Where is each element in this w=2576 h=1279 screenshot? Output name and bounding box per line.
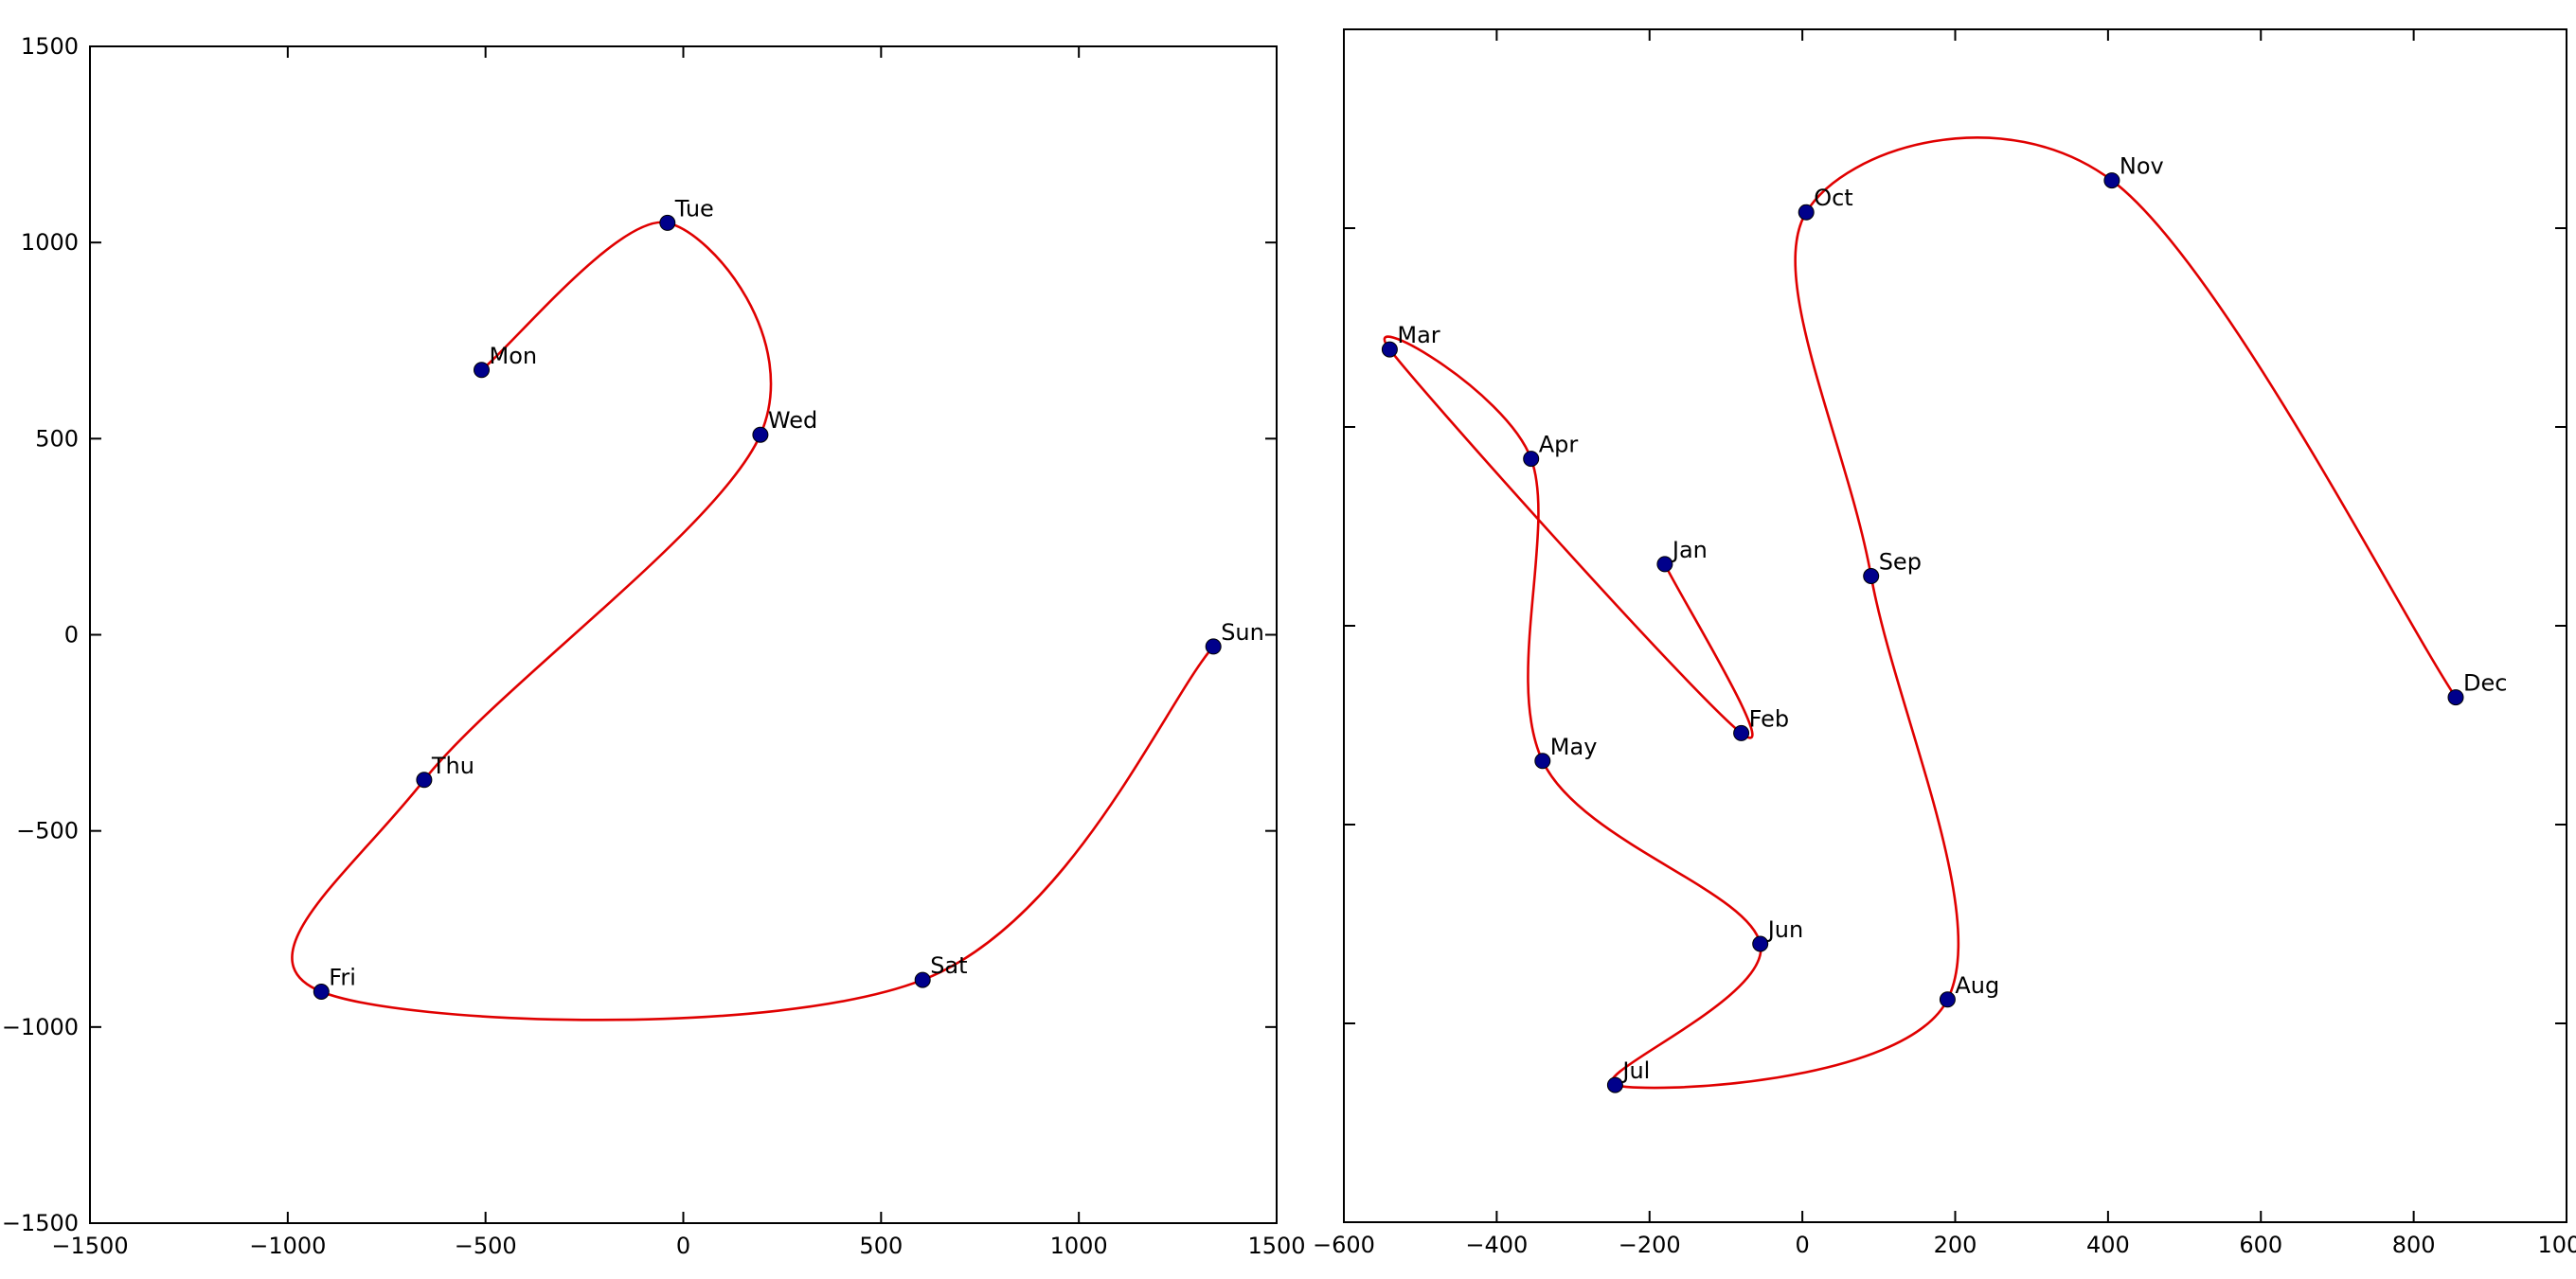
point-label: Fri [329, 965, 356, 991]
point-label: Dec [2463, 670, 2507, 697]
y-tick-label: 1000 [21, 229, 79, 256]
point-label: Thu [431, 753, 474, 779]
y-tick-label: 1500 [21, 33, 79, 60]
data-point [474, 362, 490, 379]
x-tick-label: 800 [2392, 1232, 2436, 1258]
data-point [1205, 638, 1222, 655]
x-tick-label: 0 [676, 1233, 690, 1259]
x-tick-label: −1500 [51, 1233, 128, 1259]
point-label: Wed [768, 407, 817, 434]
data-point [1939, 991, 1956, 1008]
axes-svg: −600 −400 −200 0 200 400 600 800 1000 Jan Feb Mar Ap… [1313, 28, 2576, 1258]
x-tick-label: −500 [455, 1233, 517, 1259]
point-label: Tue [674, 195, 714, 222]
point-label: Mon [490, 343, 538, 369]
axes-frame [1343, 28, 2567, 1223]
point-label: Mar [1397, 322, 1440, 348]
x-tick-label: −1000 [249, 1233, 326, 1259]
point-label: Sun [1221, 619, 1264, 646]
data-point [1534, 753, 1551, 770]
data-point [313, 984, 330, 1000]
y-tick-label: −1500 [2, 1210, 79, 1236]
data-point [2103, 172, 2120, 189]
y-tick-label: −500 [16, 818, 79, 844]
data-point [1752, 935, 1769, 952]
axes-svg: −1500 −1000 −500 0 500 1000 1500 −1500 −1000 −500… [2, 33, 1306, 1259]
point-label: Aug [1955, 972, 1999, 999]
x-tick-label: 400 [2086, 1232, 2130, 1258]
data-point [1798, 204, 1815, 221]
month-spline-chart: −600 −400 −200 0 200 400 600 800 1000 Jan Feb Mar Ap… [1288, 0, 2576, 1279]
data-point [1523, 451, 1540, 468]
y-tick-label: 0 [64, 622, 79, 648]
data-point [914, 971, 931, 988]
data-point [1656, 556, 1673, 573]
spline-curve [1383, 136, 2458, 1090]
x-tick-label: −600 [1313, 1232, 1375, 1258]
x-tick-label: −200 [1619, 1232, 1681, 1258]
point-label: Sep [1879, 549, 1922, 576]
weekday-spline-chart: −1500 −1000 −500 0 500 1000 1500 −1500 −1000 −500… [2, 33, 1306, 1259]
point-label: Sat [930, 952, 967, 979]
data-point [659, 214, 676, 231]
x-tick-label: 200 [1934, 1232, 1977, 1258]
data-point [2447, 689, 2464, 706]
y-tick-label: −1000 [2, 1014, 79, 1040]
point-label: Oct [1814, 185, 1853, 211]
data-point [752, 426, 769, 443]
point-label: Jul [1620, 1057, 1650, 1084]
x-tick-label: 0 [1795, 1232, 1809, 1258]
axes-frame [89, 45, 1278, 1224]
point-label: Feb [1749, 705, 1790, 732]
point-label: Jan [1671, 537, 1708, 563]
point-label: May [1550, 734, 1598, 760]
data-point [1606, 1076, 1623, 1093]
data-point [1381, 341, 1398, 358]
data-point [416, 772, 433, 789]
x-tick-label: 1500 [1247, 1233, 1305, 1259]
x-tick-label: 1000 [2537, 1232, 2576, 1258]
point-label: Jun [1766, 916, 1804, 943]
x-tick-label: 1000 [1050, 1233, 1108, 1259]
x-tick-label: −400 [1465, 1232, 1528, 1258]
x-tick-label: 600 [2239, 1232, 2282, 1258]
point-label: Nov [2120, 153, 2164, 180]
point-label: Apr [1539, 432, 1579, 458]
spline-curve [291, 221, 1215, 1021]
y-tick-label: 500 [35, 425, 79, 452]
data-point [1863, 568, 1880, 584]
data-point [1733, 724, 1750, 741]
x-tick-label: 500 [859, 1233, 903, 1259]
